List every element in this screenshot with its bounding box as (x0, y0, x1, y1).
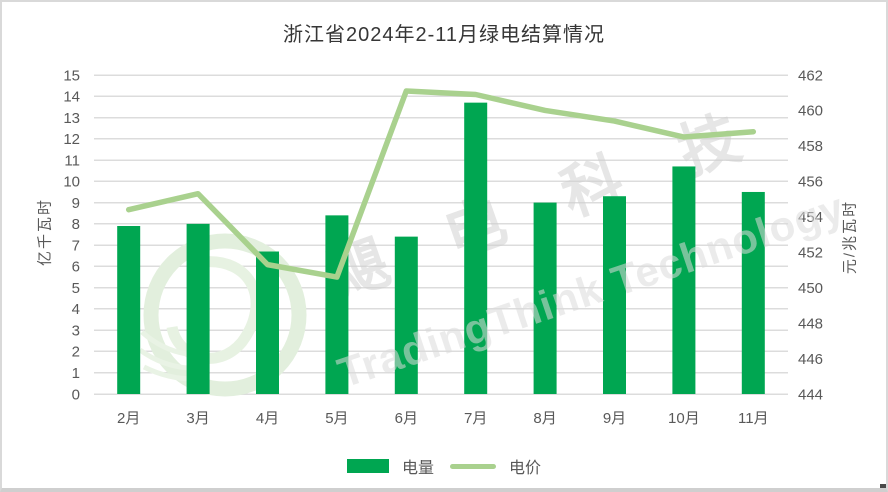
x-axis-label: 11月 (738, 410, 769, 427)
x-axis-label: 3月 (186, 410, 209, 427)
x-axis-label: 5月 (325, 410, 348, 427)
left-axis-tick-label: 10 (63, 174, 80, 191)
x-axis-label: 10月 (668, 410, 700, 427)
bar-2月 (117, 225, 141, 394)
line-series-label: 电价 (509, 460, 542, 477)
left-axis-tick-label: 11 (64, 152, 80, 169)
right-axis-tick-label: 450 (798, 280, 823, 297)
right-axis-tick-label: 460 (798, 103, 823, 120)
left-axis-tick-label: 4 (72, 301, 80, 318)
line-series-swatch-icon (450, 463, 496, 469)
bar-10月 (672, 166, 696, 394)
left-axis-tick-label: 0 (72, 386, 80, 403)
bar-series-label: 电量 (401, 460, 434, 477)
bar-11月 (741, 191, 765, 394)
right-axis-tick-label: 452 (798, 244, 823, 261)
right-axis-tick-label: 462 (798, 67, 823, 84)
left-axis-tick-label: 7 (72, 237, 80, 254)
right-axis-tick-label: 454 (798, 209, 823, 226)
x-axis-label: 7月 (464, 410, 487, 427)
bar-series-swatch-icon (346, 459, 389, 473)
chart-title: 浙江省2024年2-11月绿电结算情况 (282, 24, 606, 46)
left-axis-tick-label: 8 (72, 216, 80, 233)
bar-9月 (603, 196, 626, 394)
price-line (125, 88, 757, 280)
left-axis-tick-label: 12 (63, 131, 80, 148)
bar-5月 (325, 215, 349, 394)
right-axis-title: 元/兆瓦时 (841, 199, 859, 275)
right-axis-tick-label: 448 (798, 315, 823, 332)
x-axis-label: 9月 (603, 410, 626, 427)
x-axis-label: 8月 (533, 410, 556, 427)
logo-feather-icon (138, 347, 189, 371)
chart-legend: 电量 电价 (2, 454, 886, 478)
right-axis-tick-label: 456 (798, 174, 823, 191)
right-axis-tick-label: 446 (798, 351, 823, 368)
left-axis-tick-label: 3 (72, 322, 80, 339)
bar-3月 (186, 223, 210, 394)
left-axis-tick-label: 1 (72, 365, 80, 382)
border-corner-dot (880, 484, 886, 488)
bar-8月 (533, 202, 557, 394)
left-axis-tick-label: 15 (63, 67, 80, 84)
left-axis-tick-label: 9 (72, 195, 80, 212)
left-axis-tick-label: 6 (72, 259, 80, 276)
left-axis-title: 亿千瓦时 (36, 197, 54, 267)
left-axis-tick-label: 5 (72, 280, 80, 297)
left-axis-tick-label: 2 (72, 344, 80, 361)
x-axis-label: 6月 (395, 410, 418, 427)
right-axis-tick-label: 458 (798, 138, 823, 155)
logo-ring-icon (143, 233, 307, 397)
bar-7月 (464, 102, 488, 394)
bar-4月 (256, 251, 279, 394)
logo-feather-icon (140, 330, 188, 357)
x-axis-label: 4月 (256, 410, 279, 427)
left-axis-tick-label: 13 (63, 110, 80, 127)
right-axis-tick-label: 444 (798, 386, 823, 403)
bar-6月 (394, 236, 418, 394)
left-axis-tick-label: 14 (63, 89, 80, 106)
x-axis-label: 2月 (117, 410, 140, 427)
